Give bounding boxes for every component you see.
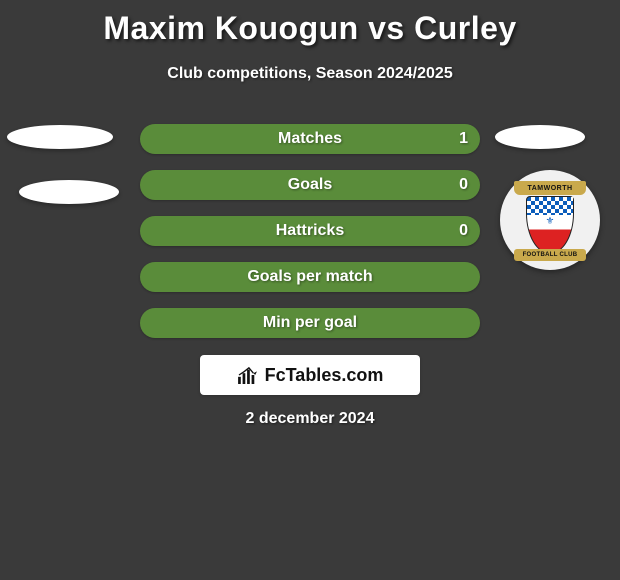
right-ellipse-1 — [495, 125, 585, 149]
stat-bar: Matches 1 — [140, 124, 480, 154]
stat-bar: Hattricks 0 — [140, 216, 480, 246]
stat-bar-value: 0 — [459, 222, 468, 240]
stat-bar-label: Goals — [288, 176, 332, 194]
left-ellipse-2 — [19, 180, 119, 204]
fleur-icon: ⚜ — [546, 217, 555, 227]
subtitle: Club competitions, Season 2024/2025 — [0, 65, 620, 83]
stat-bar-label: Min per goal — [263, 314, 357, 332]
club-shield: ⚜ — [526, 196, 574, 254]
brand-chart-icon — [237, 366, 259, 384]
left-ellipse-1 — [7, 125, 113, 149]
stat-bar-label: Goals per match — [247, 268, 372, 286]
stat-bar-value: 0 — [459, 176, 468, 194]
stat-bar: Goals 0 — [140, 170, 480, 200]
page-title: Maxim Kouogun vs Curley — [0, 0, 620, 47]
brand-text: FcTables.com — [265, 365, 384, 386]
stat-bar: Min per goal — [140, 308, 480, 338]
date-label: 2 december 2024 — [0, 410, 620, 428]
club-ribbon: FOOTBALL CLUB — [514, 249, 586, 261]
stat-bar: Goals per match — [140, 262, 480, 292]
stat-bar-value: 1 — [459, 130, 468, 148]
club-badge: TAMWORTH ⚜ FOOTBALL CLUB — [500, 170, 600, 270]
stat-bars: Matches 1 Goals 0 Hattricks 0 Goals per match M… — [140, 124, 480, 354]
brand-box: FcTables.com — [200, 355, 420, 395]
stat-bar-label: Hattricks — [276, 222, 344, 240]
club-banner: TAMWORTH — [514, 181, 586, 195]
stat-bar-label: Matches — [278, 130, 342, 148]
